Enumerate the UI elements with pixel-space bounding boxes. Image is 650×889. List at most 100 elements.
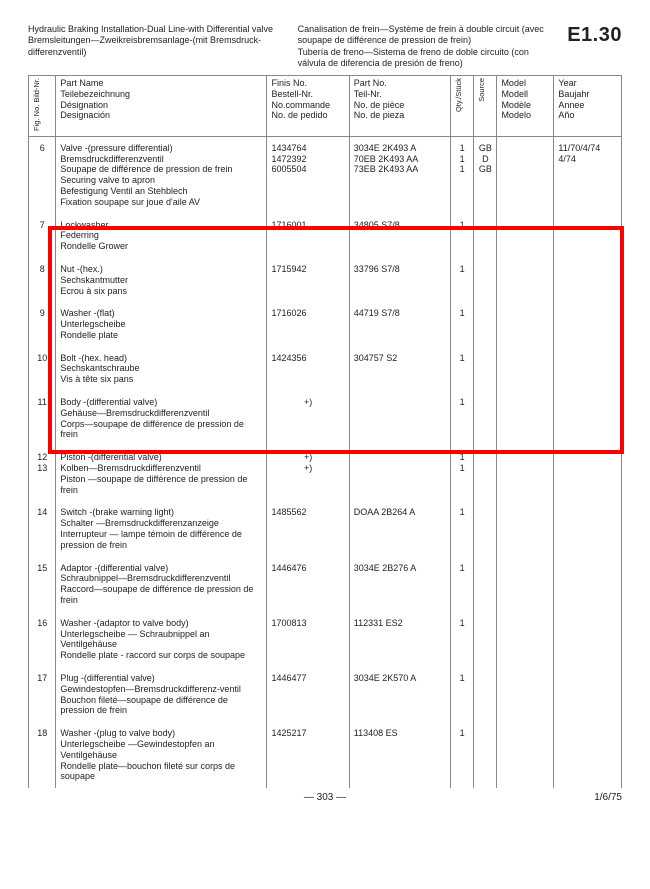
model — [497, 722, 554, 788]
table-row: 9Washer -(flat)UnterlegscheibeRondelle p… — [29, 302, 622, 346]
source — [474, 612, 497, 667]
part-no: 34805 S7/8 — [349, 214, 450, 258]
table-row: 1213Piston -(differential valve)Kolben—B… — [29, 446, 622, 501]
table-row: 14Switch -(brake warning light)Schalter … — [29, 501, 622, 556]
fig-no: 1213 — [29, 446, 56, 501]
table-row: 6Valve -(pressure differential)Bremsdruc… — [29, 136, 622, 213]
page-footer: — 303 — 1/6/75 — [28, 792, 622, 803]
part-no — [349, 391, 450, 446]
model — [497, 136, 554, 213]
finis-no: 1716001 — [267, 214, 349, 258]
model — [497, 214, 554, 258]
title-en: Hydraulic Braking Installation-Dual Line… — [28, 24, 277, 35]
year — [554, 557, 622, 612]
model — [497, 347, 554, 391]
table-row: 7LockwasherFederringRondelle Grower17160… — [29, 214, 622, 258]
qty: 1 — [451, 557, 474, 612]
part-no: DOAA 2B264 A — [349, 501, 450, 556]
year — [554, 667, 622, 722]
table-row: 18Washer -(plug to valve body)Unterlegsc… — [29, 722, 622, 788]
model — [497, 302, 554, 346]
finis-no: 1425217 — [267, 722, 349, 788]
part-no: 44719 S7/8 — [349, 302, 450, 346]
part-name: Switch -(brake warning light)Schalter —B… — [56, 501, 267, 556]
page-number: — 303 — — [304, 792, 346, 803]
col-finis: Finis No. Bestell-Nr. No.commande No. de… — [267, 76, 349, 137]
qty: 111 — [451, 136, 474, 213]
qty: 1 — [451, 612, 474, 667]
part-no: 304757 S2 — [349, 347, 450, 391]
model — [497, 667, 554, 722]
section-code: E1.30 — [567, 24, 622, 47]
table-row: 17Plug -(differential valve)Gewindestopf… — [29, 667, 622, 722]
source — [474, 446, 497, 501]
source — [474, 214, 497, 258]
year — [554, 258, 622, 302]
finis-no: 1424356 — [267, 347, 349, 391]
col-model: Model Modell Modèle Modelo — [497, 76, 554, 137]
table-row: 15Adaptor -(differential valve)Schraubni… — [29, 557, 622, 612]
table-row: 11Body -(differential valve)Gehäuse—Brem… — [29, 391, 622, 446]
page: Hydraulic Braking Installation-Dual Line… — [28, 24, 622, 803]
source — [474, 501, 497, 556]
fig-no: 17 — [29, 667, 56, 722]
table-row: 16Washer -(adaptor to valve body)Unterle… — [29, 612, 622, 667]
table-body: 6Valve -(pressure differential)Bremsdruc… — [29, 136, 622, 788]
table-header-row: Fig. No. Bild-Nr. Part Name Teilebezeich… — [29, 76, 622, 137]
part-no — [349, 446, 450, 501]
part-name: Piston -(differential valve)Kolben—Brems… — [56, 446, 267, 501]
model — [497, 612, 554, 667]
part-no: 112331 ES2 — [349, 612, 450, 667]
title-es: Tubería de freno—Sistema de freno de dob… — [298, 47, 547, 70]
source — [474, 667, 497, 722]
qty: 1 — [451, 302, 474, 346]
part-no: 3034E 2B276 A — [349, 557, 450, 612]
source — [474, 722, 497, 788]
finis-no: 1716026 — [267, 302, 349, 346]
part-name: Washer -(adaptor to valve body)Unterlegs… — [56, 612, 267, 667]
col-partno: Part No. Teil-Nr. No. de pièce No. de pi… — [349, 76, 450, 137]
qty: 1 — [451, 722, 474, 788]
year — [554, 501, 622, 556]
title-de: Bremsleitungen—Zweikreisbremsanlage-(mit… — [28, 35, 277, 58]
part-name: Washer -(flat)UnterlegscheibeRondelle pl… — [56, 302, 267, 346]
model — [497, 258, 554, 302]
year — [554, 446, 622, 501]
finis-no: +)+) — [267, 446, 349, 501]
col-fig: Fig. No. Bild-Nr. — [29, 76, 56, 137]
finis-no: 1446477 — [267, 667, 349, 722]
page-header: Hydraulic Braking Installation-Dual Line… — [28, 24, 622, 69]
qty: 1 — [451, 214, 474, 258]
qty: 11 — [451, 446, 474, 501]
qty: 1 — [451, 501, 474, 556]
model — [497, 446, 554, 501]
finis-no: 1446476 — [267, 557, 349, 612]
fig-no: 7 — [29, 214, 56, 258]
source — [474, 302, 497, 346]
header-left-titles: Hydraulic Braking Installation-Dual Line… — [28, 24, 277, 58]
parts-table: Fig. No. Bild-Nr. Part Name Teilebezeich… — [28, 75, 622, 788]
col-year: Year Baujahr Annee Año — [554, 76, 622, 137]
fig-no: 6 — [29, 136, 56, 213]
model — [497, 391, 554, 446]
title-fr: Canalisation de frein—Système de frein à… — [298, 24, 547, 47]
source — [474, 347, 497, 391]
source — [474, 557, 497, 612]
table-row: 10Bolt -(hex. head)SechskantschraubeVis … — [29, 347, 622, 391]
footer-date: 1/6/75 — [594, 792, 622, 803]
year — [554, 302, 622, 346]
finis-no: 1715942 — [267, 258, 349, 302]
part-name: LockwasherFederringRondelle Grower — [56, 214, 267, 258]
year — [554, 612, 622, 667]
col-qty: Qty./Stück — [451, 76, 474, 137]
source — [474, 391, 497, 446]
year — [554, 347, 622, 391]
col-src: Source — [474, 76, 497, 137]
part-name: Washer -(plug to valve body)Unterlegsche… — [56, 722, 267, 788]
finis-no: 1485562 — [267, 501, 349, 556]
part-name: Body -(differential valve)Gehäuse—Bremsd… — [56, 391, 267, 446]
year — [554, 722, 622, 788]
finis-no: 143476414723926005504 — [267, 136, 349, 213]
qty: 1 — [451, 391, 474, 446]
fig-no: 14 — [29, 501, 56, 556]
